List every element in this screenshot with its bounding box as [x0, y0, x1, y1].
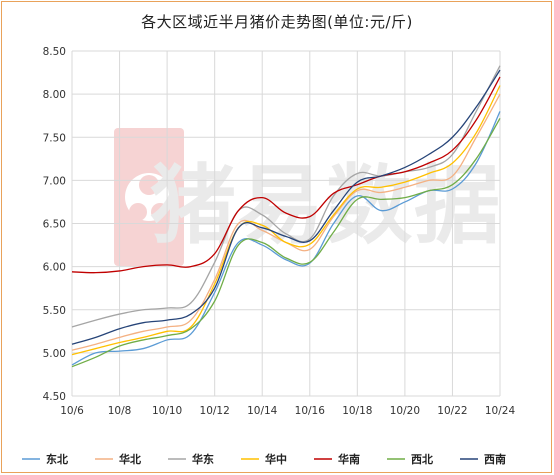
y-tick-label: 6.50: [43, 219, 66, 231]
watermark-logo-dot: [151, 203, 169, 221]
x-tick-label: 10/16: [295, 405, 326, 417]
series-line: [71, 76, 501, 274]
series-line: [71, 65, 501, 328]
x-tick-label: 10/14: [247, 405, 278, 417]
series-group: [71, 65, 501, 368]
legend-label: 华北: [119, 452, 141, 466]
x-tick-label: 10/18: [342, 405, 372, 417]
legend-label: 华南: [338, 452, 360, 466]
x-tick-label: 10/8: [108, 405, 132, 417]
y-tick-label: 5.00: [43, 348, 66, 360]
legend-label: 西南: [484, 452, 506, 466]
y-tick-label: 6.00: [43, 262, 66, 274]
y-tick-label: 7.00: [43, 175, 66, 187]
x-tick-label: 10/22: [437, 405, 467, 417]
series-line: [71, 117, 501, 368]
legend: 东北 华北 华东 华中 华南 西北 西南: [22, 452, 506, 466]
axes: 4.50 5.00 5.50 6.00 6.50 7.00 7.50 8.00 8.50 10/6…: [43, 46, 516, 417]
grid: [71, 50, 501, 397]
series-line: [71, 69, 501, 345]
watermark-text: 猪易数据: [150, 156, 502, 256]
chart-title: 各大区域近半月猪价走势图(单位:元/斤): [141, 13, 413, 31]
series-line: [71, 85, 501, 356]
y-tick-label: 7.50: [43, 132, 66, 144]
x-tick-label: 10/20: [390, 405, 420, 417]
x-tick-label: 10/6: [60, 405, 84, 417]
y-tick-label: 8.00: [43, 89, 66, 101]
legend-label: 华东: [192, 452, 214, 466]
y-tick-label: 8.50: [43, 46, 66, 58]
legend-label: 华中: [265, 452, 287, 466]
x-tick-label: 10/10: [152, 405, 182, 417]
y-tick-label: 4.50: [43, 391, 66, 403]
x-tick-label: 10/24: [485, 405, 516, 417]
legend-label: 东北: [46, 452, 68, 466]
legend-label: 西北: [411, 452, 433, 466]
y-tick-label: 5.50: [43, 305, 66, 317]
watermark-logo-dot: [129, 203, 147, 221]
x-tick-label: 10/12: [200, 405, 230, 417]
